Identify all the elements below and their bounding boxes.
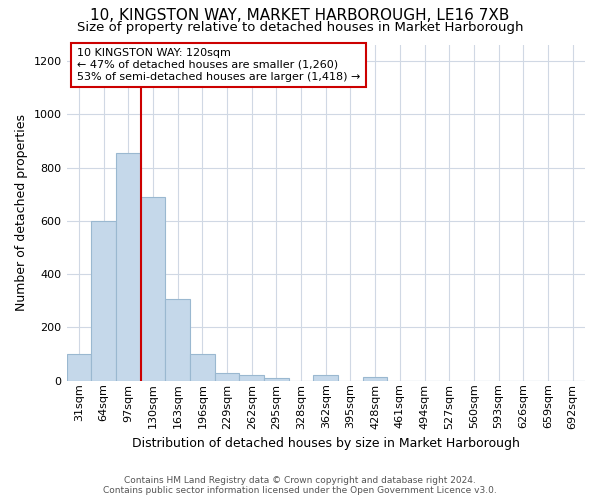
Bar bbox=[165, 300, 190, 381]
Bar bbox=[239, 376, 264, 381]
Bar bbox=[140, 197, 165, 381]
Bar bbox=[190, 354, 215, 381]
Bar bbox=[264, 378, 289, 381]
X-axis label: Distribution of detached houses by size in Market Harborough: Distribution of detached houses by size … bbox=[132, 437, 520, 450]
Bar bbox=[67, 354, 91, 381]
Text: 10 KINGSTON WAY: 120sqm
← 47% of detached houses are smaller (1,260)
53% of semi: 10 KINGSTON WAY: 120sqm ← 47% of detache… bbox=[77, 48, 360, 82]
Bar bbox=[91, 221, 116, 381]
Bar bbox=[215, 373, 239, 381]
Bar bbox=[313, 376, 338, 381]
Bar bbox=[116, 153, 140, 381]
Text: 10, KINGSTON WAY, MARKET HARBOROUGH, LE16 7XB: 10, KINGSTON WAY, MARKET HARBOROUGH, LE1… bbox=[91, 8, 509, 22]
Y-axis label: Number of detached properties: Number of detached properties bbox=[15, 114, 28, 312]
Text: Contains HM Land Registry data © Crown copyright and database right 2024.
Contai: Contains HM Land Registry data © Crown c… bbox=[103, 476, 497, 495]
Bar bbox=[363, 377, 388, 381]
Text: Size of property relative to detached houses in Market Harborough: Size of property relative to detached ho… bbox=[77, 21, 523, 34]
